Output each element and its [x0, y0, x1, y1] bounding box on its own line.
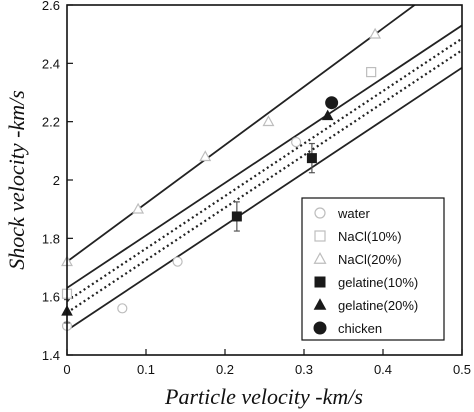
data-point [369, 27, 382, 39]
y-tick-label: 2.6 [42, 0, 60, 13]
legend-marker [313, 252, 327, 264]
fit-line [67, 49, 462, 314]
legend-marker [313, 321, 327, 335]
x-tick-label: 0.5 [453, 362, 471, 377]
plot-frame [66, 4, 463, 356]
data-point [325, 96, 339, 110]
data-point [172, 256, 183, 267]
x-tick-label: 0.1 [137, 362, 155, 377]
y-tick-label: 1.4 [42, 348, 60, 363]
legend-marker [313, 298, 327, 310]
data-point [306, 153, 317, 164]
legend-marker [314, 230, 326, 242]
data-point [321, 109, 334, 121]
y-tick-label: 1.6 [42, 290, 60, 305]
series-points [61, 27, 382, 267]
fit-line [67, 24, 462, 289]
axis-ticks: 0 0.1 0.2 0.3 0.4 0.5 1.4 1.6 1.8 2 2.2 2.4 2.6 [42, 0, 471, 377]
y-tick-label: 2.4 [42, 56, 60, 71]
x-tick-label: 0.2 [216, 362, 234, 377]
legend-marker [314, 276, 326, 288]
legend: water NaCl(10%) NaCl(20%) gelatine(10%) gela… [301, 197, 445, 341]
series-points [231, 142, 317, 232]
data-point [117, 303, 128, 314]
legend-label: NaCl(10%) [338, 229, 402, 244]
y-tick-label: 1.8 [42, 231, 60, 246]
y-axis-title: Shock velocity -km/s [4, 90, 29, 270]
data-point [262, 115, 275, 127]
data-points [61, 27, 382, 331]
legend-label: gelatine(10%) [338, 275, 418, 290]
series-points [325, 96, 339, 110]
series-points [61, 136, 302, 331]
y-tick-label: 2.2 [42, 115, 60, 130]
x-tick-label: 0 [63, 362, 70, 377]
legend-box [301, 197, 445, 341]
data-point [199, 150, 212, 162]
x-tick-label: 0.4 [374, 362, 392, 377]
data-point [291, 136, 302, 148]
fit-line [67, 37, 462, 302]
x-tick-label: 0.3 [295, 362, 313, 377]
data-point [132, 202, 145, 214]
legend-label: NaCl(20%) [338, 252, 402, 267]
y-tick-label: 2 [53, 173, 60, 188]
data-point [366, 66, 377, 78]
legend-label: gelatine(20%) [338, 298, 418, 313]
legend-marker [314, 207, 326, 219]
data-point [231, 211, 242, 222]
x-axis-title: Particle velocity -km/s [164, 384, 363, 409]
legend-label: chicken [338, 321, 382, 336]
fit-line [67, 66, 462, 331]
legend-label: water [337, 206, 370, 221]
